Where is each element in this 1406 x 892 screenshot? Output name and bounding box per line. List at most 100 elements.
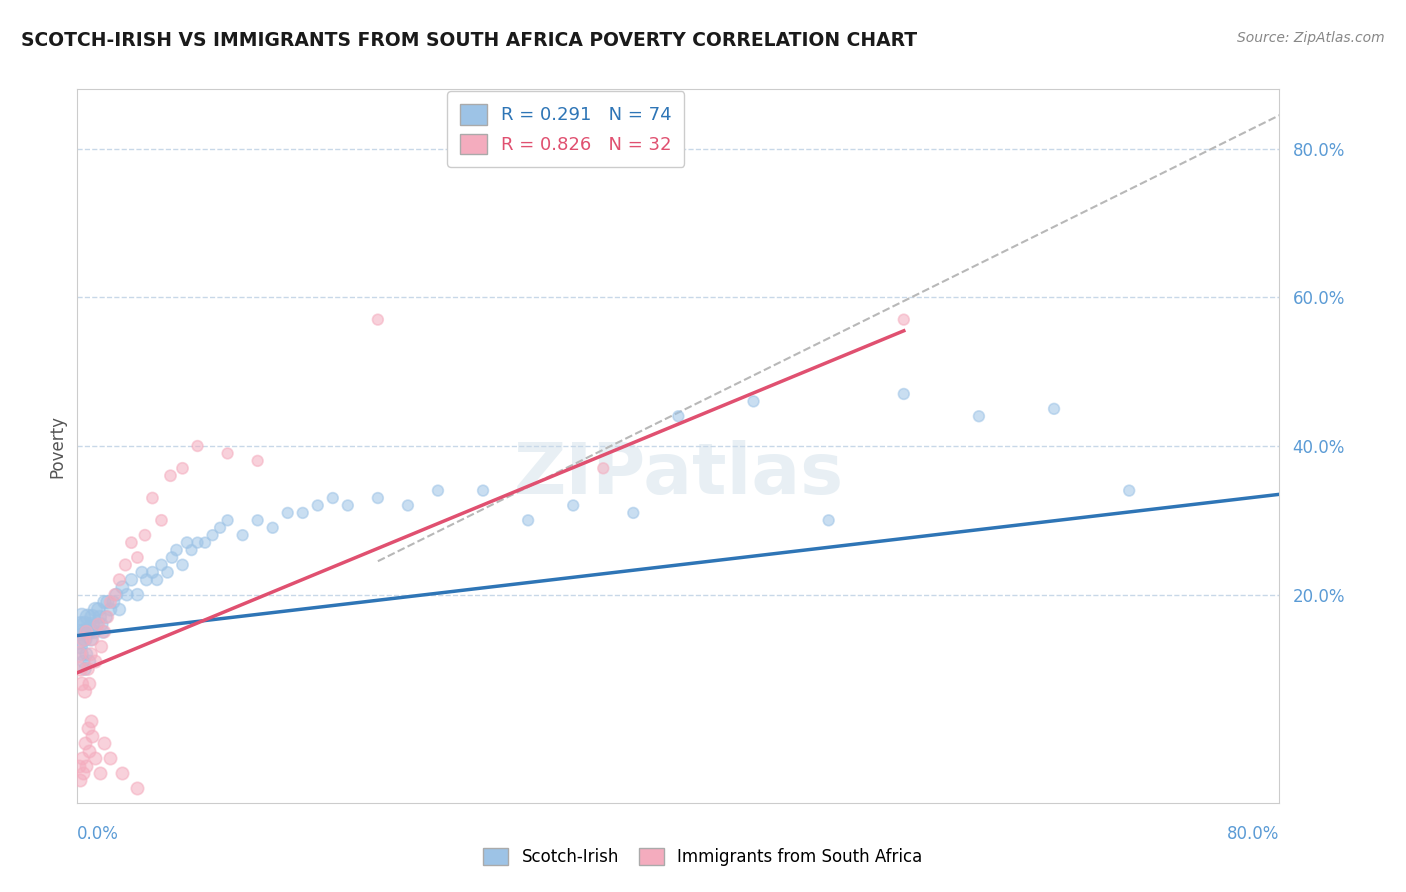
Point: [91, 624, 114, 639]
Point: [72, 766, 94, 780]
Point: [79, 677, 101, 691]
Point: [73, 632, 96, 647]
Point: [82, 617, 104, 632]
Point: [893, 312, 915, 326]
Point: [141, 566, 163, 580]
Point: [217, 513, 239, 527]
Point: [83, 624, 105, 639]
Point: [84, 602, 107, 616]
Point: [127, 780, 149, 795]
Point: [108, 602, 131, 616]
Point: [79, 744, 101, 758]
Point: [93, 736, 115, 750]
Point: [100, 595, 122, 609]
Point: [336, 499, 359, 513]
Point: [73, 617, 96, 632]
Point: [160, 550, 183, 565]
Point: [246, 513, 269, 527]
Point: [103, 595, 125, 609]
Point: [742, 394, 765, 409]
Point: [80, 647, 103, 661]
Point: [150, 513, 173, 527]
Point: [76, 610, 98, 624]
Point: [427, 483, 450, 498]
Point: [86, 617, 108, 632]
Point: [67, 647, 90, 661]
Point: [621, 506, 644, 520]
Point: [277, 506, 299, 520]
Point: [668, 409, 690, 424]
Point: [75, 758, 97, 772]
Point: [817, 513, 839, 527]
Point: [76, 662, 98, 676]
Point: [262, 521, 284, 535]
Point: [108, 573, 131, 587]
Point: [70, 677, 93, 691]
Point: [246, 454, 269, 468]
Point: [134, 528, 156, 542]
Point: [159, 468, 181, 483]
Point: [69, 662, 91, 676]
Point: [114, 558, 136, 572]
Point: [69, 773, 91, 788]
Point: [367, 491, 389, 505]
Point: [172, 461, 194, 475]
Legend: Scotch-Irish, Immigrants from South Africa: Scotch-Irish, Immigrants from South Afri…: [477, 841, 929, 873]
Point: [104, 588, 127, 602]
Point: [562, 499, 585, 513]
Point: [893, 387, 915, 401]
Text: SCOTCH-IRISH VS IMMIGRANTS FROM SOUTH AFRICA POVERTY CORRELATION CHART: SCOTCH-IRISH VS IMMIGRANTS FROM SOUTH AF…: [21, 31, 917, 50]
Point: [472, 483, 495, 498]
Point: [82, 610, 104, 624]
Point: [156, 566, 179, 580]
Point: [100, 751, 122, 765]
Point: [111, 766, 134, 780]
Point: [80, 714, 103, 728]
Point: [90, 640, 112, 654]
Point: [517, 513, 540, 527]
Point: [146, 573, 169, 587]
Point: [105, 588, 128, 602]
Point: [70, 751, 93, 765]
Point: [69, 640, 91, 654]
Point: [75, 624, 97, 639]
Point: [73, 684, 96, 698]
Point: [84, 751, 107, 765]
Point: [84, 655, 107, 669]
Point: [322, 491, 344, 505]
Point: [87, 602, 110, 616]
Point: [172, 558, 194, 572]
Point: [69, 617, 91, 632]
Point: [307, 499, 329, 513]
Point: [127, 550, 149, 565]
Point: [217, 446, 239, 460]
Point: [79, 655, 101, 669]
Point: [194, 535, 217, 549]
Point: [67, 632, 90, 647]
Point: [291, 506, 314, 520]
Point: [90, 617, 112, 632]
Point: [100, 602, 122, 616]
Point: [67, 758, 90, 772]
Point: [120, 535, 142, 549]
Point: [75, 624, 97, 639]
Point: [82, 729, 104, 743]
Text: Source: ZipAtlas.com: Source: ZipAtlas.com: [1237, 31, 1385, 45]
Point: [75, 647, 97, 661]
Point: [187, 535, 209, 549]
Point: [72, 624, 94, 639]
Point: [127, 588, 149, 602]
Point: [76, 722, 98, 736]
Legend: R = 0.291   N = 74, R = 0.826   N = 32: R = 0.291 N = 74, R = 0.826 N = 32: [447, 91, 685, 167]
Point: [72, 655, 94, 669]
Point: [79, 624, 101, 639]
Point: [176, 535, 198, 549]
Point: [80, 632, 103, 647]
Point: [592, 461, 614, 475]
Y-axis label: Poverty: Poverty: [48, 415, 66, 477]
Point: [967, 409, 990, 424]
Point: [93, 624, 115, 639]
Point: [111, 580, 134, 594]
Text: 0.0%: 0.0%: [77, 825, 120, 843]
Point: [94, 610, 117, 624]
